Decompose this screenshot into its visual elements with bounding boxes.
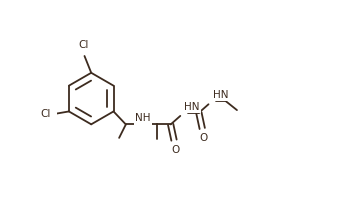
Text: NH: NH [135,113,150,123]
Text: Cl: Cl [78,40,89,50]
Text: Cl: Cl [40,109,50,119]
Text: O: O [171,145,180,155]
Text: HN: HN [213,90,228,100]
Text: O: O [200,134,208,143]
Text: HN: HN [184,102,200,112]
